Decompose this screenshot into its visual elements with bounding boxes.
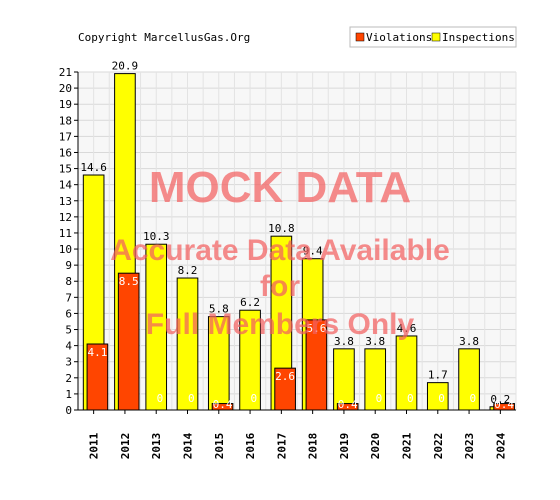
value-label-inspections: 3.8 (334, 335, 354, 348)
value-label-violations: 0 (376, 392, 383, 405)
legend: Violations Inspections (349, 26, 517, 48)
x-tick-label: 2023 (463, 433, 476, 460)
y-tick-label: 9 (65, 259, 72, 272)
x-tick-label: 2012 (119, 433, 132, 460)
x-tick-label: 2013 (150, 433, 163, 460)
y-tick-label: 12 (59, 211, 72, 224)
value-label-inspections: 3.8 (365, 335, 385, 348)
legend-violations-swatch (355, 32, 365, 42)
y-tick-label: 15 (59, 163, 72, 176)
value-label-inspections: 10.3 (143, 230, 170, 243)
value-label-violations: 0 (157, 392, 164, 405)
watermark: MOCK DATA Accurate Data Available for Fu… (110, 163, 450, 341)
y-tick-label: 10 (59, 243, 72, 256)
y-tick-label: 14 (59, 179, 73, 192)
bar-violations (117, 272, 140, 411)
value-label-inspections: 14.6 (80, 161, 107, 174)
value-label-inspections: 3.8 (459, 335, 479, 348)
y-tick-label: 8 (65, 275, 72, 288)
bar-inspections (176, 277, 199, 411)
value-label-inspections: 1.7 (428, 369, 448, 382)
legend-inspections-swatch (431, 32, 441, 42)
x-tick-label: 2020 (369, 433, 382, 460)
value-label-violations: 5.6 (306, 322, 326, 335)
y-tick-label: 7 (65, 291, 72, 304)
value-label-inspections: 6.2 (240, 296, 260, 309)
y-tick-label: 21 (59, 66, 72, 79)
x-tick-label: 2021 (401, 432, 414, 459)
y-tick-label: 16 (59, 146, 72, 159)
value-label-violations: 0 (251, 392, 258, 405)
watermark-line4: Full Members Only (146, 308, 415, 341)
watermark-line3: for (260, 270, 300, 303)
value-label-violations: 0 (407, 392, 414, 405)
copyright-text: Copyright MarcellusGas.Org (78, 31, 250, 44)
y-tick-label: 19 (59, 98, 72, 111)
y-tick-label: 13 (59, 195, 72, 208)
y-tick-label: 4 (65, 340, 72, 353)
value-label-violations: 0 (470, 392, 477, 405)
value-label-inspections: 10.8 (268, 222, 295, 235)
legend-violations-label: Violations (366, 31, 432, 44)
watermark-line2: Accurate Data Available (110, 234, 450, 267)
value-label-inspections: 9.4 (303, 245, 323, 258)
legend-inspections-label: Inspections (442, 31, 515, 44)
value-label-violations: 0.4 (213, 398, 233, 411)
value-label-violations: 0.4 (494, 398, 514, 411)
y-tick-label: 5 (65, 324, 72, 337)
value-labels: 14.6 4.1 20.9 8.5 10.3 0 8.2 0 5.8 0.4 6.2 0 10.8 2.6… (80, 60, 514, 411)
x-tick-label: 2014 (182, 432, 195, 459)
value-label-inspections: 20.9 (112, 60, 139, 73)
value-label-violations: 4.1 (87, 346, 107, 359)
x-tick-label: 2022 (432, 433, 445, 460)
x-tick-label: 2019 (338, 433, 351, 460)
x-tick-label: 2018 (307, 433, 320, 460)
y-tick-label: 6 (65, 307, 72, 320)
value-label-violations: 0 (188, 392, 195, 405)
value-label-violations: 0.4 (338, 398, 358, 411)
value-label-inspections: 4.6 (397, 322, 417, 335)
y-tick-label: 3 (65, 356, 72, 369)
x-tick-label: 2015 (213, 433, 226, 460)
y-tick-label: 1 (65, 388, 72, 401)
y-tick-label: 0 (65, 404, 72, 417)
value-label-violations: 0 (438, 392, 445, 405)
y-tick-label: 17 (59, 130, 72, 143)
x-tick-label: 2016 (244, 432, 257, 459)
y-tick-label: 11 (59, 227, 72, 240)
value-label-inspections: 8.2 (178, 264, 198, 277)
value-label-violations: 2.6 (275, 370, 295, 383)
y-tick-label: 18 (59, 114, 72, 127)
watermark-line1: MOCK DATA (149, 163, 411, 212)
x-tick-label: 2017 (275, 433, 288, 460)
x-tick-label: 2011 (88, 432, 101, 459)
x-tick-label: 2024 (494, 432, 507, 459)
y-tick-label: 2 (65, 372, 72, 385)
value-label-violations: 8.5 (119, 275, 139, 288)
value-label-inspections: 5.8 (209, 303, 229, 316)
bars (82, 73, 515, 411)
value-label-inspections: 0.2 (490, 393, 510, 406)
y-tick-label: 20 (59, 82, 72, 95)
